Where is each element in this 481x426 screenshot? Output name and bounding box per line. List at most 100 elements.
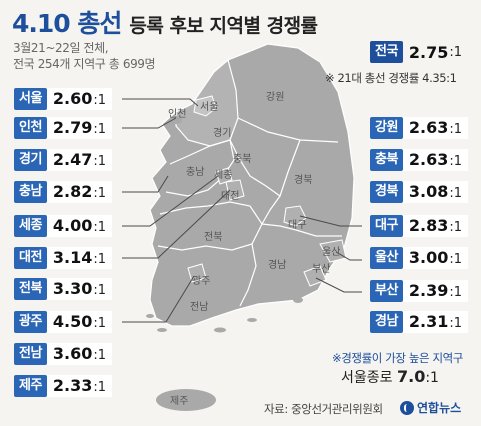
region-unit: :1 bbox=[449, 186, 463, 201]
subtitle-line-2: 전국 254개 지역구 총 699명 bbox=[13, 57, 156, 71]
island-s-1 bbox=[214, 327, 226, 333]
region-value-box: 2.47:1 bbox=[46, 149, 113, 171]
border-gangwon bbox=[237, 117, 339, 143]
region-value-box: 3.14:1 bbox=[46, 247, 113, 269]
region-value: 3.30 bbox=[52, 279, 93, 298]
map-label-daegu: 대구 bbox=[288, 219, 306, 231]
leader-busan bbox=[315, 277, 362, 293]
region-value: 2.83 bbox=[408, 216, 449, 235]
map-label-busan: 부산 bbox=[312, 263, 330, 275]
region-row: 전남 3.60:1 bbox=[14, 343, 113, 365]
region-value: 3.14 bbox=[52, 248, 93, 267]
region-value-box: 2.63:1 bbox=[402, 117, 469, 139]
title-rest: 등록 후보 지역별 경쟁률 bbox=[129, 15, 318, 37]
region-unit: :1 bbox=[93, 348, 107, 363]
region-label: 충북 bbox=[370, 149, 403, 171]
subtitle: 3월21~22일 전체, 전국 254개 지역구 총 699명 bbox=[13, 40, 156, 72]
leader-ulsan bbox=[335, 251, 362, 261]
yonhap-logo-text: 연합뉴스 bbox=[417, 401, 462, 415]
island-s-2 bbox=[247, 318, 257, 322]
map-label-gyeonggi: 경기 bbox=[213, 126, 231, 139]
region-value: 2.60 bbox=[52, 89, 93, 108]
region-unit: :1 bbox=[93, 122, 107, 137]
yonhap-logo-icon bbox=[400, 400, 414, 415]
region-row: 세종 4.00:1 bbox=[14, 215, 113, 237]
leader-daejeon bbox=[122, 189, 231, 259]
border-chungnam bbox=[165, 139, 235, 197]
region-label: 광주 bbox=[14, 311, 47, 333]
highest-district: 서울종로 bbox=[341, 370, 393, 386]
map-label-jeonbuk: 전북 bbox=[204, 231, 222, 243]
region-value-box: 2.79:1 bbox=[46, 117, 113, 139]
highest-note: ※경쟁률이 가장 높은 지역구 bbox=[332, 351, 463, 365]
map-label-daejeon: 대전 bbox=[221, 190, 239, 202]
region-value-box: 2.39:1 bbox=[402, 280, 469, 302]
map-label-incheon: 인천 bbox=[168, 108, 186, 120]
region-value-box: 2.63:1 bbox=[402, 149, 469, 171]
region-value-box: 4.00:1 bbox=[46, 215, 113, 237]
map-label-seoul: 서울 bbox=[200, 101, 218, 113]
region-value: 2.63 bbox=[408, 150, 449, 169]
leader-gwangju bbox=[122, 275, 195, 323]
border-gyeongbuk-chungbuk bbox=[261, 195, 281, 225]
region-label: 대구 bbox=[370, 215, 403, 237]
mainland-shape bbox=[149, 43, 355, 327]
region-unit: :1 bbox=[449, 122, 463, 137]
region-row: 경북 3.08:1 bbox=[370, 181, 469, 203]
region-unit: :1 bbox=[93, 93, 107, 108]
map-label-gwangju: 광주 bbox=[192, 275, 210, 287]
map-label-jeju: 제주 bbox=[170, 395, 188, 407]
region-label: 울산 bbox=[370, 247, 403, 269]
map-label-sejong: 세종 bbox=[214, 169, 232, 181]
region-row: 울산 3.00:1 bbox=[370, 247, 469, 269]
region-label: 전남 bbox=[14, 343, 47, 365]
island-sw-2 bbox=[157, 328, 167, 332]
region-label: 세종 bbox=[14, 215, 47, 237]
seoul-shape bbox=[193, 95, 217, 117]
region-unit: :1 bbox=[449, 252, 463, 267]
region-value: 2.31 bbox=[408, 312, 449, 331]
leader-incheon bbox=[122, 117, 177, 129]
region-value-box: 4.50:1 bbox=[46, 311, 113, 333]
map-label-gangwon: 강원 bbox=[266, 91, 284, 103]
region-label: 경북 bbox=[370, 181, 403, 203]
region-row: 광주 4.50:1 bbox=[14, 311, 113, 333]
region-unit: :1 bbox=[449, 316, 463, 331]
national-unit: :1 bbox=[449, 44, 463, 60]
region-value: 2.79 bbox=[52, 118, 93, 137]
region-value-box: 2.83:1 bbox=[402, 215, 469, 237]
geoje-island bbox=[293, 297, 303, 303]
region-value: 2.39 bbox=[408, 281, 449, 300]
region-row: 서울 2.60:1 bbox=[14, 88, 113, 110]
region-value-box: 3.60:1 bbox=[46, 343, 113, 365]
map-label-ulsan: 울산 bbox=[322, 246, 340, 258]
page-title: 4.10 총선 등록 후보 지역별 경쟁률 bbox=[12, 4, 318, 40]
region-value: 4.50 bbox=[52, 312, 93, 331]
highest-value: 7.0 bbox=[396, 367, 426, 386]
region-label: 대전 bbox=[14, 247, 47, 269]
yonhap-logo: 연합뉴스 bbox=[400, 399, 461, 416]
region-row: 경기 2.47:1 bbox=[14, 149, 113, 171]
subtitle-line-1: 3월21~22일 전체, bbox=[13, 41, 109, 55]
island-sw-1 bbox=[146, 314, 154, 318]
region-label: 경남 bbox=[370, 311, 403, 333]
national-value: 2.75 bbox=[408, 42, 449, 62]
region-row: 제주 2.33:1 bbox=[14, 375, 113, 397]
border-gwangju bbox=[187, 263, 207, 283]
region-label: 충남 bbox=[14, 181, 47, 203]
region-label: 서울 bbox=[14, 88, 47, 110]
region-value: 2.82 bbox=[52, 182, 93, 201]
note-21st-rate: ※ 21대 총선 경쟁률 4.35:1 bbox=[325, 71, 457, 85]
border-busan bbox=[303, 265, 327, 287]
map-label-jeonnam: 전남 bbox=[190, 301, 208, 313]
leader-seoul bbox=[122, 98, 199, 107]
source-text: 자료: 중앙선거관리위원회 bbox=[264, 402, 383, 416]
region-label: 경기 bbox=[14, 149, 47, 171]
leader-daegu bbox=[299, 215, 362, 227]
highest-unit: :1 bbox=[425, 370, 439, 386]
region-value: 3.60 bbox=[52, 344, 93, 363]
border-chungbuk bbox=[229, 139, 301, 197]
national-rate: 전국 2.75:1 bbox=[370, 41, 462, 63]
region-unit: :1 bbox=[93, 220, 107, 235]
region-unit: :1 bbox=[93, 252, 107, 267]
